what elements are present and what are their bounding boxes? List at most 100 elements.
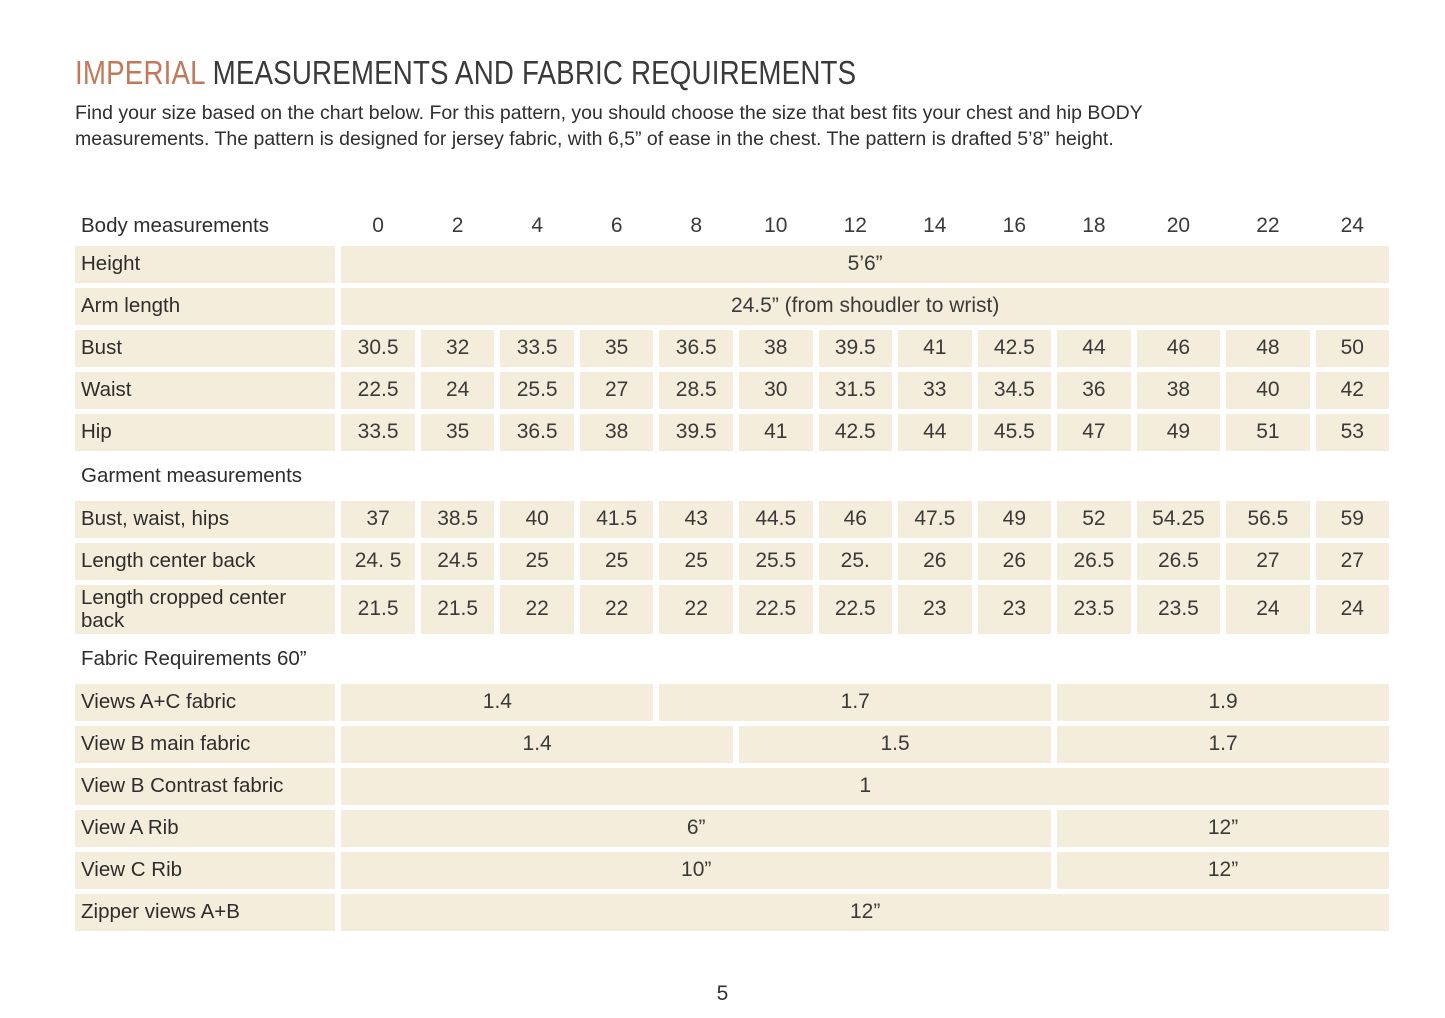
value-cell: 25 [500,542,574,580]
value-cell: 22 [500,584,574,634]
row-label: Length cropped center back [75,584,336,634]
row-label: Zipper views A+B [75,893,336,931]
size-header-cell: 12 [843,213,867,237]
value-cell: 33.5 [341,413,415,451]
value-cell: 49 [977,500,1052,538]
section-label: Garment measurements [81,463,303,487]
value-cell: 25 [579,542,654,580]
value-cell: 30.5 [341,329,415,367]
value-cell: 41 [898,329,972,367]
value-cell: 25 [659,542,733,580]
page-number: 5 [716,982,729,1005]
table-row: View B main fabric 1.4 1.5 1.7 [75,725,1389,763]
value-cell: 44 [1057,329,1131,367]
row-label: Arm length [75,287,336,325]
value-cell: 46 [1136,329,1221,367]
table-row: Zipper views A+B 12” [75,893,1389,931]
value-cell: 54.25 [1136,500,1221,538]
page-title-rest: MEASUREMENTS AND FABRIC REQUIREMENTS [212,54,857,91]
value-cell: 32 [420,329,495,367]
value-cell: 50 [1315,329,1389,367]
size-header-cell: 8 [690,213,703,237]
value-cell: 28.5 [659,371,733,409]
intro-line-1: Find your size based on the chart below.… [75,101,1143,124]
table-row: View B Contrast fabric 1 [75,767,1389,805]
value-cell: 34.5 [977,371,1052,409]
value-cell: 5’6” [341,245,1389,283]
size-header-cell: 16 [1002,213,1027,237]
value-cell: 45.5 [977,413,1052,451]
value-cell: 24.5 [420,542,495,580]
value-cell: 49 [1136,413,1221,451]
value-cell: 12” [341,893,1389,931]
size-header-cell: 20 [1166,213,1191,237]
value-cell: 43 [659,500,733,538]
value-cell: 23.5 [1057,584,1131,634]
value-cell: 21.5 [341,584,415,634]
intro-paragraph: Find your size based on the chart below.… [75,100,1395,152]
row-label: Views A+C fabric [75,683,336,721]
value-cell: 1.5 [738,725,1052,763]
value-cell: 59 [1315,500,1389,538]
value-cell: 42.5 [977,329,1052,367]
value-cell: 39.5 [659,413,733,451]
value-cell: 52 [1057,500,1131,538]
value-cell: 39.5 [818,329,893,367]
value-cell: 38 [1136,371,1221,409]
value-cell: 36.5 [500,413,574,451]
value-cell: 33 [898,371,972,409]
table-row: Waist 22.5 24 25.5 27 28.5 30 31.5 33 34.5 36 38 40 4… [75,371,1389,409]
value-cell: 36 [1057,371,1131,409]
table-row: Arm length 24.5” (from shoudler to wrist) [75,287,1389,325]
value-cell: 27 [1226,542,1310,580]
value-cell: 47 [1057,413,1131,451]
row-label: Hip [75,413,336,451]
size-header-cell: 4 [531,213,543,237]
value-cell: 44.5 [738,500,813,538]
value-cell: 51 [1226,413,1310,451]
table-row: Hip 33.5 35 36.5 38 39.5 41 42.5 44 45.5 47 49 51 53 [75,413,1389,451]
value-cell: 30 [738,371,813,409]
measurements-table-body: Body measurements 0 2 4 6 8 10 12 14 16 18 20 22 24 He… [75,211,1389,931]
value-cell: 1.7 [659,683,1052,721]
row-label: Length center back [75,542,336,580]
value-cell: 23 [977,584,1052,634]
value-cell: 22.5 [738,584,813,634]
value-cell: 22 [659,584,733,634]
row-label: View B main fabric [75,725,336,763]
row-label: Body measurements [81,213,270,237]
value-cell: 38 [738,329,813,367]
value-cell: 25.5 [500,371,574,409]
table-header-row: Body measurements 0 2 4 6 8 10 12 14 16 18 20 22 24 [75,211,1389,241]
value-cell: 22 [579,584,654,634]
value-cell: 48 [1226,329,1310,367]
row-label: View C Rib [75,851,336,889]
size-header-cell: 2 [451,213,464,237]
table-row: Views A+C fabric 1.4 1.7 1.9 [75,683,1389,721]
value-cell: 36.5 [659,329,733,367]
table-row: Bust 30.5 32 33.5 35 36.5 38 39.5 41 42.5 44 46 48 50 [75,329,1389,367]
value-cell: 1.4 [341,683,654,721]
value-cell: 22.5 [818,584,893,634]
value-cell: 10” [341,851,1052,889]
value-cell: 26 [898,542,972,580]
value-cell: 1.9 [1057,683,1389,721]
value-cell: 38.5 [420,500,495,538]
value-cell: 41 [738,413,813,451]
size-header-cell: 22 [1256,213,1280,237]
value-cell: 37 [341,500,415,538]
value-cell: 42 [1315,371,1389,409]
value-cell: 25.5 [738,542,813,580]
value-cell: 40 [1226,371,1310,409]
value-cell: 24. 5 [341,542,415,580]
value-cell: 25. [818,542,893,580]
row-label: View B Contrast fabric [75,767,336,805]
row-label: Height [75,245,336,283]
table-row: View C Rib 10” 12” [75,851,1389,889]
value-cell: 24.5” (from shoudler to wrist) [341,287,1389,325]
value-cell: 21.5 [420,584,495,634]
value-cell: 12” [1057,851,1389,889]
value-cell: 1.4 [341,725,733,763]
table-section-row: Garment measurements [75,456,1389,496]
value-cell: 1.7 [1057,725,1389,763]
